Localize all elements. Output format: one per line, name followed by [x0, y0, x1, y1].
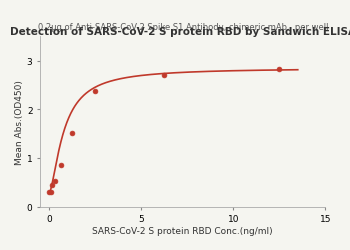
Point	[47, 191, 52, 195]
Point	[49, 183, 55, 187]
Text: 0.2μg of Anti-SARS-CoV-2 Spike S1 Antibody, chimeric mAb,  per well: 0.2μg of Anti-SARS-CoV-2 Spike S1 Antibo…	[37, 23, 328, 32]
Point	[48, 190, 54, 194]
Point	[58, 164, 64, 168]
Y-axis label: Mean Abs.(OD450): Mean Abs.(OD450)	[15, 80, 24, 164]
Point	[162, 74, 167, 78]
Point	[276, 68, 282, 72]
Title: Detection of SARS-CoV-2 S protein RBD by Sandwich ELISA: Detection of SARS-CoV-2 S protein RBD by…	[10, 26, 350, 36]
Point	[92, 90, 98, 94]
Point	[70, 131, 75, 135]
X-axis label: SARS-CoV-2 S protein RBD Conc.(ng/ml): SARS-CoV-2 S protein RBD Conc.(ng/ml)	[92, 226, 273, 235]
Point	[52, 180, 58, 184]
